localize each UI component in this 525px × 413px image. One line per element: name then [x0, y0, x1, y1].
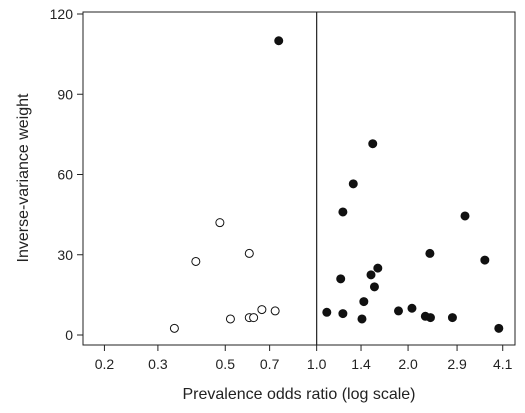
x-tick-label: 2.0	[398, 356, 418, 372]
point-filled	[357, 314, 367, 324]
x-tick-label: 0.3	[148, 356, 168, 372]
x-tick-label: 1.0	[307, 356, 327, 372]
point-filled	[460, 211, 470, 221]
y-tick-label: 0	[65, 327, 73, 343]
point-filled	[447, 313, 457, 323]
point-filled	[359, 297, 369, 307]
point-open	[249, 313, 259, 323]
point-filled	[480, 255, 490, 265]
x-tick-label: 0.5	[216, 356, 236, 372]
x-axis-label: Prevalence odds ratio (log scale)	[182, 386, 415, 403]
point-open	[244, 248, 254, 258]
point-filled	[494, 323, 504, 333]
x-tick-label: 0.7	[260, 356, 280, 372]
y-tick-label: 90	[57, 86, 73, 102]
point-open	[215, 218, 225, 228]
point-filled	[322, 307, 332, 317]
point-filled	[393, 306, 403, 316]
point-filled	[369, 282, 379, 292]
point-open	[225, 314, 235, 324]
y-tick-label: 60	[57, 167, 73, 183]
point-filled	[373, 263, 383, 273]
x-tick-label: 0.2	[95, 356, 115, 372]
plot-frame	[82, 11, 516, 346]
x-tick-label: 1.4	[351, 356, 371, 372]
point-open	[169, 323, 179, 333]
y-axis: 0 30 60 90 120	[50, 6, 83, 343]
point-filled	[425, 248, 435, 258]
point-filled	[366, 270, 376, 280]
point-filled	[348, 179, 358, 189]
y-axis-label: Inverse-variance weight	[15, 93, 32, 263]
point-filled	[338, 207, 348, 217]
x-tick-label: 4.1	[493, 356, 513, 372]
point-filled	[336, 274, 346, 284]
point-filled	[368, 139, 378, 149]
point-open	[191, 256, 201, 266]
points-layer	[169, 36, 504, 333]
y-tick-label: 120	[50, 6, 74, 22]
x-tick-label: 2.9	[447, 356, 467, 372]
y-tick-label: 30	[57, 247, 73, 263]
x-axis: 0.2 0.3 0.5 0.7 1.0 1.4 2.0 2.9 4.1	[95, 345, 513, 372]
point-open	[270, 306, 280, 316]
point-filled	[425, 313, 435, 323]
point-filled	[407, 303, 417, 313]
point-open	[257, 305, 267, 315]
point-filled	[338, 309, 348, 319]
point-filled	[274, 36, 284, 46]
